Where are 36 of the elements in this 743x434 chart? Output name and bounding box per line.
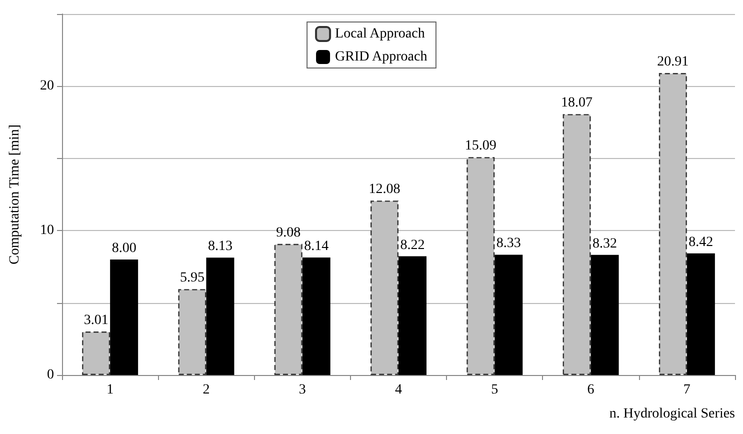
data-label: 8.13 bbox=[208, 239, 232, 254]
data-label: 8.42 bbox=[688, 234, 714, 250]
data-label: 20.91 bbox=[657, 54, 689, 70]
y-axis-title: Computation Time [min] bbox=[8, 124, 22, 265]
bar bbox=[110, 259, 138, 375]
data-label: 8.33 bbox=[496, 236, 521, 252]
data-label: 8.00 bbox=[112, 240, 136, 256]
x-tick-label: 1 bbox=[106, 382, 114, 398]
data-label: 8.22 bbox=[400, 238, 425, 253]
x-tick-label: 5 bbox=[491, 382, 498, 398]
y-tick-label: 0 bbox=[47, 368, 54, 382]
y-tick-label: 20 bbox=[40, 78, 54, 94]
x-axis-title: n. Hydrological Series bbox=[609, 406, 735, 422]
x-tick-label: 3 bbox=[298, 382, 306, 398]
bar bbox=[398, 256, 426, 375]
bar bbox=[494, 254, 523, 375]
bar bbox=[590, 254, 619, 375]
data-label: 8.14 bbox=[304, 238, 329, 254]
data-label: 9.08 bbox=[276, 225, 301, 240]
bar bbox=[206, 258, 234, 375]
x-tick-label: 2 bbox=[202, 382, 210, 398]
legend-label: Local Approach bbox=[335, 26, 425, 42]
data-label: 12.08 bbox=[368, 182, 400, 198]
y-tick-label: 10 bbox=[40, 223, 54, 238]
data-label: 5.95 bbox=[180, 270, 204, 286]
bar bbox=[686, 253, 715, 375]
data-label: 18.07 bbox=[561, 96, 593, 111]
x-tick-label: 4 bbox=[395, 382, 402, 398]
data-label: 8.32 bbox=[592, 236, 618, 252]
x-tick-label: 6 bbox=[587, 382, 594, 398]
x-tick-label: 7 bbox=[683, 382, 690, 398]
legend-label: GRID Approach bbox=[335, 50, 428, 64]
data-label: 15.09 bbox=[464, 138, 496, 154]
data-label: 3.01 bbox=[84, 313, 108, 328]
bar bbox=[82, 332, 110, 375]
bar bbox=[302, 257, 330, 375]
